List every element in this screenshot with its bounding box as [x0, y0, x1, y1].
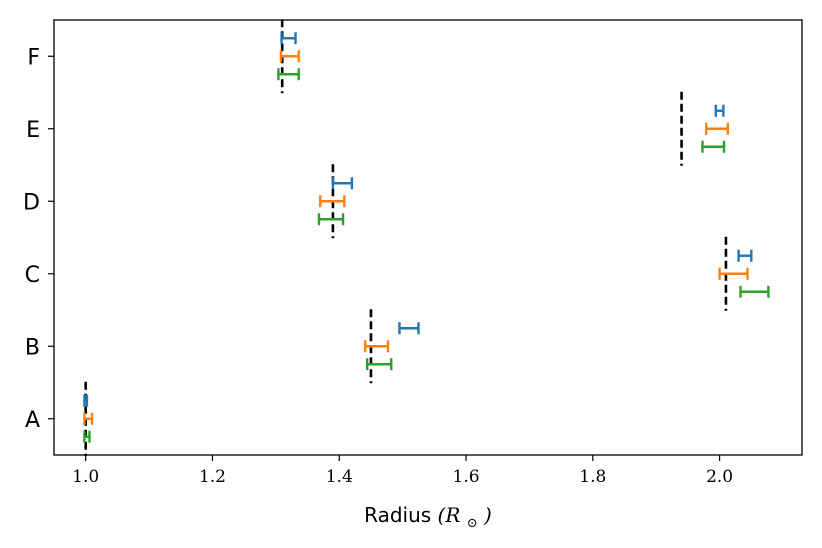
errorbar-F-series-2 [279, 50, 300, 63]
errorbar-E-series-3 [701, 140, 726, 153]
x-axis-label-math: (R [438, 503, 461, 527]
x-axis-label: Radius (R ⊙ ) [364, 503, 492, 532]
axes-frame [53, 19, 803, 456]
errorbar-B-series-3 [365, 358, 393, 371]
errorbar-E-series-2 [705, 122, 730, 135]
errorbar-A-series-3 [83, 430, 91, 443]
errorbar-B-series-1 [398, 322, 420, 335]
y-tick-label: C [25, 263, 40, 288]
x-tick-label: 1.4 [326, 467, 353, 487]
y-tick-label: B [25, 335, 40, 360]
x-axis-label-sub: ⊙ [467, 516, 478, 531]
y-tick-label: D [23, 190, 40, 215]
errorbar-D-series-1 [331, 177, 354, 190]
errorbar-E-series-1 [714, 104, 725, 117]
y-tick-label: F [27, 45, 40, 70]
errorbar-A-series-2 [83, 412, 94, 425]
x-axis-label-text: Radius [364, 503, 431, 527]
errorbar-D-series-2 [319, 195, 346, 208]
y-tick-label: E [26, 118, 40, 143]
errorbar-F-series-3 [277, 68, 300, 81]
errorbar-D-series-3 [317, 213, 345, 226]
errorbar-C-series-2 [718, 267, 749, 280]
errorbar-C-series-1 [737, 249, 753, 262]
errorbar-C-series-3 [739, 285, 770, 298]
x-tick-label: 1.6 [453, 467, 480, 487]
x-tick-label: 1.0 [72, 467, 99, 487]
errorbar-F-series-1 [280, 32, 297, 45]
plot-area [83, 19, 770, 456]
x-tick-label: 1.8 [579, 467, 606, 487]
x-tick-label: 1.2 [199, 467, 226, 487]
x-axis-label-close: ) [483, 503, 492, 527]
errorbar-B-series-2 [364, 340, 390, 353]
x-tick-label: 2.0 [706, 467, 733, 487]
y-tick-label: A [25, 408, 40, 433]
y-axis: A B C D E F [23, 45, 54, 433]
errorbar-A-series-1 [83, 394, 89, 407]
x-axis: 1.0 1.2 1.4 1.6 1.8 2.0 [72, 455, 733, 487]
